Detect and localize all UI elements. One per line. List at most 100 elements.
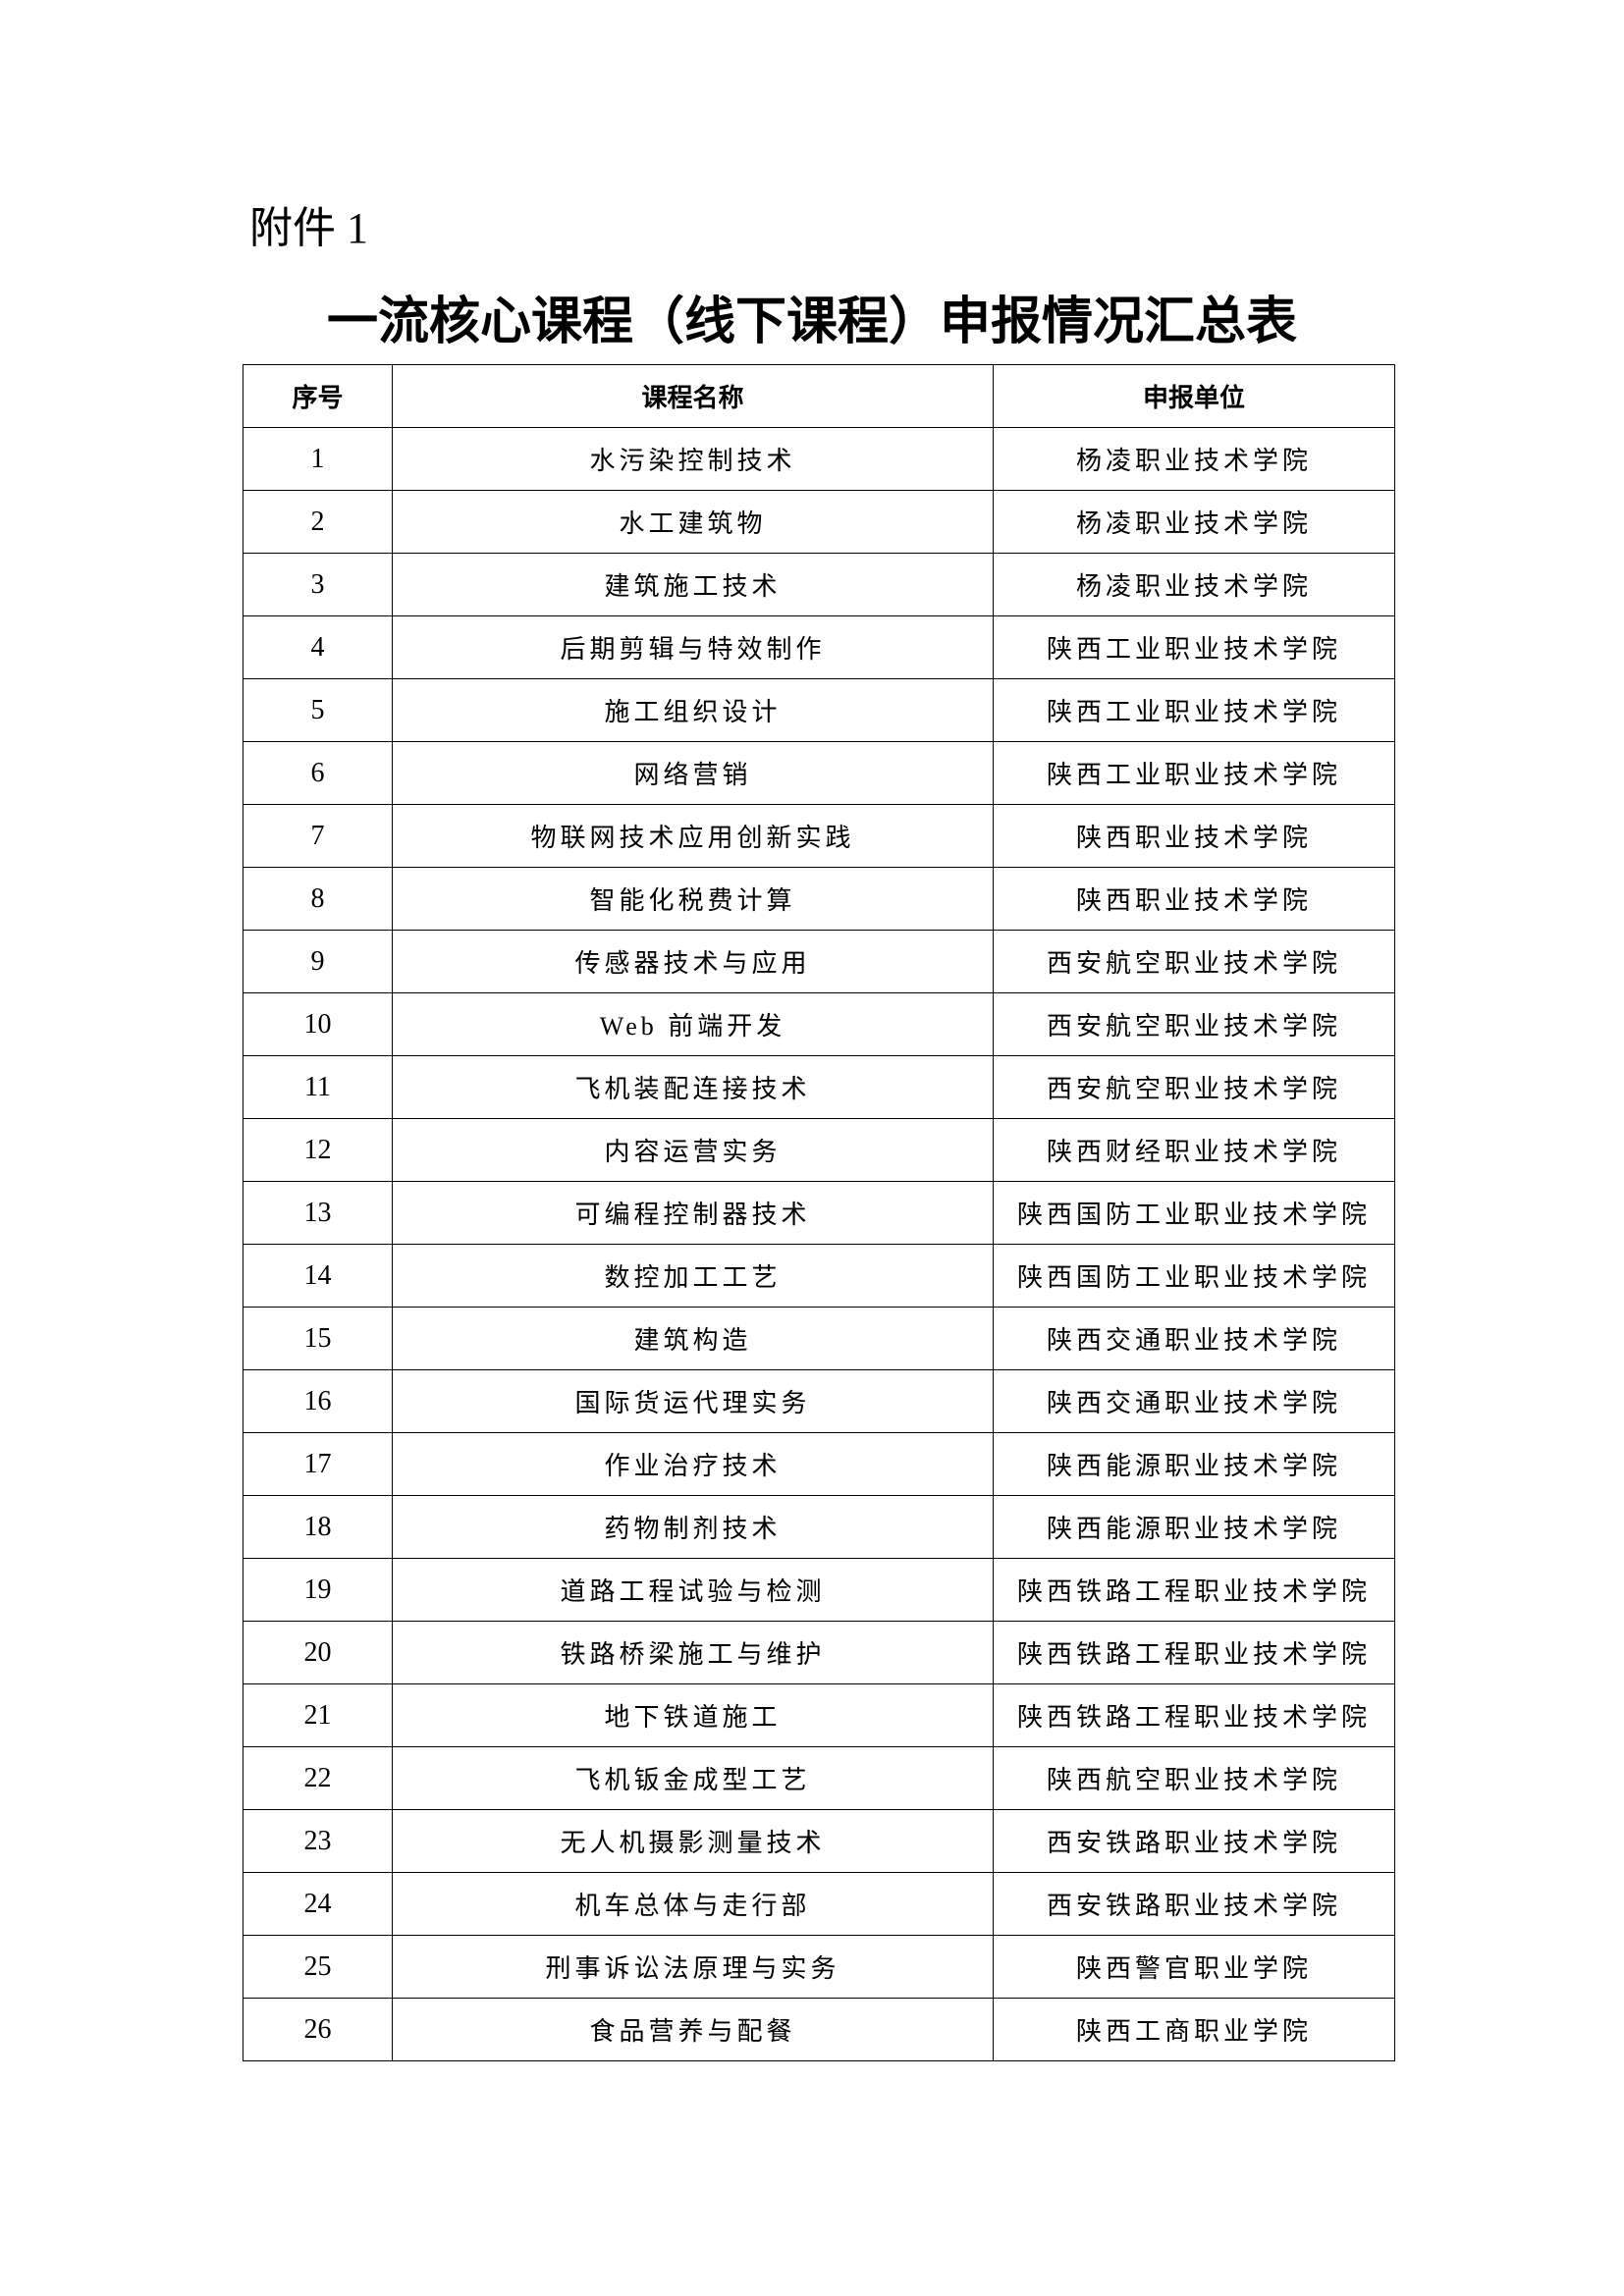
cell-index: 15 bbox=[243, 1307, 393, 1370]
cell-course-name: 飞机装配连接技术 bbox=[392, 1055, 994, 1119]
cell-index: 18 bbox=[243, 1495, 393, 1559]
cell-course-name: 物联网技术应用创新实践 bbox=[392, 804, 994, 868]
table-row: 17 作业治疗技术 陕西能源职业技术学院 bbox=[243, 1432, 1395, 1496]
cell-course-name: 建筑施工技术 bbox=[392, 553, 994, 616]
table-row: 14 数控加工工艺 陕西国防工业职业技术学院 bbox=[243, 1244, 1395, 1308]
cell-course-name: 道路工程试验与检测 bbox=[392, 1558, 994, 1622]
cell-unit: 陕西工业职业技术学院 bbox=[993, 741, 1395, 805]
cell-index: 23 bbox=[243, 1809, 393, 1873]
cell-unit: 陕西交通职业技术学院 bbox=[993, 1307, 1395, 1370]
cell-course-name: 机车总体与走行部 bbox=[392, 1872, 994, 1936]
table-row: 5 施工组织设计 陕西工业职业技术学院 bbox=[243, 678, 1395, 742]
cell-course-name: 作业治疗技术 bbox=[392, 1432, 994, 1496]
cell-index: 24 bbox=[243, 1872, 393, 1936]
table-row: 16 国际货运代理实务 陕西交通职业技术学院 bbox=[243, 1369, 1395, 1433]
cell-index: 12 bbox=[243, 1118, 393, 1182]
table-row: 7 物联网技术应用创新实践 陕西职业技术学院 bbox=[243, 804, 1395, 868]
cell-index: 25 bbox=[243, 1935, 393, 1999]
cell-index: 16 bbox=[243, 1369, 393, 1433]
cell-course-name: 食品营养与配餐 bbox=[392, 1998, 994, 2061]
table-row: 10 Web 前端开发 西安航空职业技术学院 bbox=[243, 992, 1395, 1056]
cell-course-name: 数控加工工艺 bbox=[392, 1244, 994, 1308]
cell-course-name: 建筑构造 bbox=[392, 1307, 994, 1370]
cell-unit: 杨凌职业技术学院 bbox=[993, 553, 1395, 616]
cell-unit: 杨凌职业技术学院 bbox=[993, 490, 1395, 554]
cell-unit: 陕西国防工业职业技术学院 bbox=[993, 1181, 1395, 1245]
attachment-label: 附件 1 bbox=[249, 204, 368, 252]
cell-course-name: 智能化税费计算 bbox=[392, 867, 994, 931]
cell-course-name: 水污染控制技术 bbox=[392, 427, 994, 491]
table-row: 22 飞机钣金成型工艺 陕西航空职业技术学院 bbox=[243, 1746, 1395, 1810]
cell-index: 26 bbox=[243, 1998, 393, 2061]
table-row: 12 内容运营实务 陕西财经职业技术学院 bbox=[243, 1118, 1395, 1182]
cell-course-name: 无人机摄影测量技术 bbox=[392, 1809, 994, 1873]
cell-index: 2 bbox=[243, 490, 393, 554]
cell-index: 13 bbox=[243, 1181, 393, 1245]
cell-index: 22 bbox=[243, 1746, 393, 1810]
cell-unit: 陕西工商职业学院 bbox=[993, 1998, 1395, 2061]
cell-unit: 陕西工业职业技术学院 bbox=[993, 615, 1395, 679]
cell-course-name: 网络营销 bbox=[392, 741, 994, 805]
cell-course-name: 水工建筑物 bbox=[392, 490, 994, 554]
cell-unit: 陕西工业职业技术学院 bbox=[993, 678, 1395, 742]
cell-index: 14 bbox=[243, 1244, 393, 1308]
header-unit: 申报单位 bbox=[993, 364, 1395, 428]
cell-unit: 西安航空职业技术学院 bbox=[993, 930, 1395, 993]
cell-unit: 陕西财经职业技术学院 bbox=[993, 1118, 1395, 1182]
table-row: 1 水污染控制技术 杨凌职业技术学院 bbox=[243, 427, 1395, 491]
cell-course-name: 飞机钣金成型工艺 bbox=[392, 1746, 994, 1810]
course-table: 序号 课程名称 申报单位 1 水污染控制技术 杨凌职业技术学院 2 水工建筑物 杨凌职业技… bbox=[243, 364, 1395, 2061]
header-index: 序号 bbox=[243, 364, 393, 428]
cell-course-name: 内容运营实务 bbox=[392, 1118, 994, 1182]
cell-unit: 陕西能源职业技术学院 bbox=[993, 1495, 1395, 1559]
cell-index: 21 bbox=[243, 1683, 393, 1747]
cell-index: 19 bbox=[243, 1558, 393, 1622]
cell-unit: 西安航空职业技术学院 bbox=[993, 1055, 1395, 1119]
table-row: 19 道路工程试验与检测 陕西铁路工程职业技术学院 bbox=[243, 1558, 1395, 1622]
cell-index: 20 bbox=[243, 1621, 393, 1684]
cell-course-name: 刑事诉讼法原理与实务 bbox=[392, 1935, 994, 1999]
table-row: 23 无人机摄影测量技术 西安铁路职业技术学院 bbox=[243, 1809, 1395, 1873]
cell-unit: 陕西职业技术学院 bbox=[993, 867, 1395, 931]
cell-course-name: Web 前端开发 bbox=[392, 992, 994, 1056]
cell-index: 11 bbox=[243, 1055, 393, 1119]
table-row: 24 机车总体与走行部 西安铁路职业技术学院 bbox=[243, 1872, 1395, 1936]
cell-index: 4 bbox=[243, 615, 393, 679]
cell-unit: 陕西职业技术学院 bbox=[993, 804, 1395, 868]
table-row: 2 水工建筑物 杨凌职业技术学院 bbox=[243, 490, 1395, 554]
table-row: 20 铁路桥梁施工与维护 陕西铁路工程职业技术学院 bbox=[243, 1621, 1395, 1684]
cell-unit: 西安铁路职业技术学院 bbox=[993, 1809, 1395, 1873]
cell-index: 17 bbox=[243, 1432, 393, 1496]
table-row: 9 传感器技术与应用 西安航空职业技术学院 bbox=[243, 930, 1395, 993]
table-row: 15 建筑构造 陕西交通职业技术学院 bbox=[243, 1307, 1395, 1370]
cell-unit: 陕西警官职业学院 bbox=[993, 1935, 1395, 1999]
table-row: 18 药物制剂技术 陕西能源职业技术学院 bbox=[243, 1495, 1395, 1559]
page-title: 一流核心课程（线下课程）申报情况汇总表 bbox=[326, 293, 1297, 351]
cell-unit: 陕西航空职业技术学院 bbox=[993, 1746, 1395, 1810]
cell-index: 8 bbox=[243, 867, 393, 931]
cell-course-name: 施工组织设计 bbox=[392, 678, 994, 742]
cell-index: 9 bbox=[243, 930, 393, 993]
table-row: 13 可编程控制器技术 陕西国防工业职业技术学院 bbox=[243, 1181, 1395, 1245]
cell-unit: 西安铁路职业技术学院 bbox=[993, 1872, 1395, 1936]
cell-course-name: 后期剪辑与特效制作 bbox=[392, 615, 994, 679]
table-header-row: 序号 课程名称 申报单位 bbox=[243, 364, 1395, 428]
cell-index: 3 bbox=[243, 553, 393, 616]
table-row: 6 网络营销 陕西工业职业技术学院 bbox=[243, 741, 1395, 805]
cell-unit: 陕西铁路工程职业技术学院 bbox=[993, 1558, 1395, 1622]
cell-course-name: 国际货运代理实务 bbox=[392, 1369, 994, 1433]
cell-index: 10 bbox=[243, 992, 393, 1056]
cell-unit: 西安航空职业技术学院 bbox=[993, 992, 1395, 1056]
cell-unit: 陕西铁路工程职业技术学院 bbox=[993, 1621, 1395, 1684]
cell-course-name: 地下铁道施工 bbox=[392, 1683, 994, 1747]
cell-course-name: 可编程控制器技术 bbox=[392, 1181, 994, 1245]
cell-course-name: 药物制剂技术 bbox=[392, 1495, 994, 1559]
cell-index: 5 bbox=[243, 678, 393, 742]
table-row: 26 食品营养与配餐 陕西工商职业学院 bbox=[243, 1998, 1395, 2061]
header-course-name: 课程名称 bbox=[392, 364, 994, 428]
table-row: 8 智能化税费计算 陕西职业技术学院 bbox=[243, 867, 1395, 931]
table-row: 11 飞机装配连接技术 西安航空职业技术学院 bbox=[243, 1055, 1395, 1119]
cell-unit: 陕西能源职业技术学院 bbox=[993, 1432, 1395, 1496]
table-row: 4 后期剪辑与特效制作 陕西工业职业技术学院 bbox=[243, 615, 1395, 679]
cell-course-name: 铁路桥梁施工与维护 bbox=[392, 1621, 994, 1684]
